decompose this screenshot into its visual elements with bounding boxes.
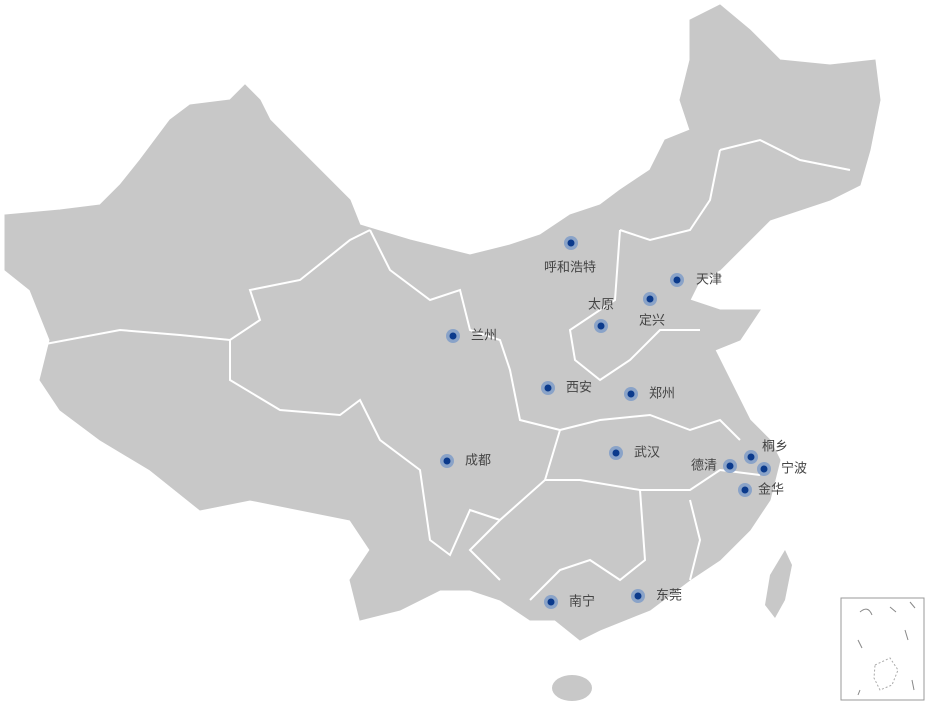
city-label: 桐乡 bbox=[762, 440, 788, 455]
city-dot bbox=[741, 486, 749, 494]
city-label: 太原 bbox=[588, 298, 614, 313]
province-border bbox=[568, 229, 700, 382]
city-dot bbox=[449, 332, 457, 340]
province-border bbox=[229, 340, 501, 557]
city-label: 定兴 bbox=[639, 314, 665, 329]
city-label: 德清 bbox=[691, 459, 717, 474]
province-border bbox=[39, 229, 371, 346]
city-label: 天津 bbox=[696, 273, 722, 288]
province-borders bbox=[39, 138, 851, 601]
inset-lines bbox=[857, 601, 916, 696]
province-border bbox=[529, 489, 647, 601]
south-sea-inset bbox=[840, 597, 925, 701]
city-dot bbox=[443, 457, 451, 465]
city-dot bbox=[747, 453, 755, 461]
city-label: 武汉 bbox=[634, 446, 660, 461]
city-dot bbox=[634, 592, 642, 600]
city-dot bbox=[726, 462, 734, 470]
city-dot bbox=[544, 384, 552, 392]
city-label: 西安 bbox=[566, 381, 592, 396]
city-dot bbox=[567, 239, 575, 247]
city-label: 兰州 bbox=[471, 329, 497, 344]
hainan bbox=[552, 675, 592, 701]
province-border bbox=[559, 413, 741, 441]
city-label: 南宁 bbox=[569, 594, 595, 610]
province-border bbox=[619, 138, 851, 242]
city-dot bbox=[627, 390, 635, 398]
city-label: 宁波 bbox=[781, 461, 807, 477]
city-label: 成都 bbox=[465, 454, 491, 469]
city-label: 呼和浩特 bbox=[544, 261, 596, 276]
inset-islands bbox=[873, 657, 899, 691]
land bbox=[4, 4, 881, 701]
city-dot bbox=[646, 295, 654, 303]
city-dot bbox=[547, 598, 555, 606]
mainland bbox=[4, 4, 881, 641]
city-label: 金华 bbox=[758, 482, 784, 498]
province-border bbox=[689, 499, 702, 581]
city-label: 郑州 bbox=[649, 387, 675, 402]
inset-frame bbox=[840, 597, 925, 701]
city-dot bbox=[760, 465, 768, 473]
city-dot bbox=[612, 449, 620, 457]
city-dot bbox=[673, 276, 681, 284]
province-border bbox=[369, 229, 562, 581]
taiwan bbox=[765, 550, 792, 618]
city-dot bbox=[597, 322, 605, 330]
city-label: 东莞 bbox=[656, 589, 682, 604]
